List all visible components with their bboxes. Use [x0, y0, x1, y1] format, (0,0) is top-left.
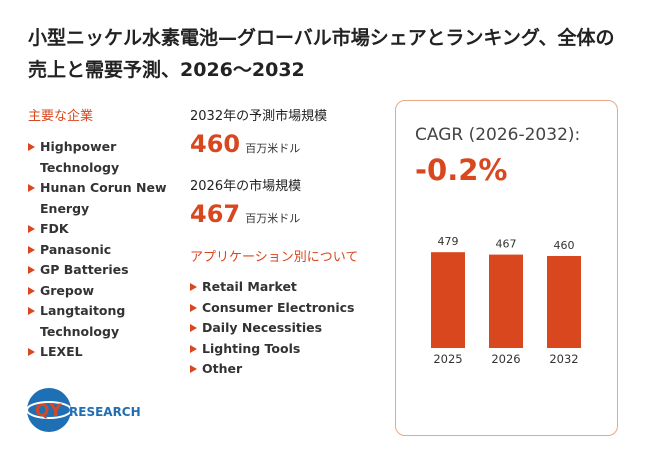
company-list: Highpower Technology Hunan Corun New Ener…: [28, 137, 178, 363]
chart-title: CAGR (2026-2032):: [415, 125, 580, 145]
unit: 百万米ドル: [245, 212, 301, 225]
logo: QY RESEARCH: [26, 388, 141, 432]
application-list: Retail Market Consumer Electronics Daily N…: [190, 277, 390, 380]
list-item: Highpower Technology: [28, 137, 178, 178]
list-item: Other: [190, 359, 390, 380]
x-tick-label: 2032: [549, 352, 578, 366]
list-item: Lighting Tools: [190, 339, 390, 360]
chart: CAGR (2026-2032): -0.2% 479 2025 467 2026 46…: [415, 125, 581, 366]
current-label: 2026年の市場規模: [190, 179, 302, 194]
x-tick-label: 2025: [433, 352, 462, 366]
x-tick-label: 2026: [491, 352, 520, 366]
list-item: LEXEL: [28, 342, 178, 363]
applications-heading: アプリケーション別について: [190, 250, 359, 265]
bar: [431, 252, 465, 348]
list-item: Panasonic: [28, 240, 178, 261]
list-item: Hunan Corun New Energy: [28, 178, 178, 219]
list-item: Langtaitong Technology: [28, 301, 178, 342]
logo-mark: QY: [35, 401, 62, 421]
unit: 百万米ドル: [245, 142, 301, 155]
cagr-panel: [395, 100, 618, 436]
list-item: FDK: [28, 219, 178, 240]
current: 467 百万米ドル: [190, 200, 300, 228]
list-item: Grepow: [28, 281, 178, 302]
list-item: Retail Market: [190, 277, 390, 298]
forecast: 460 百万米ドル: [190, 130, 300, 158]
bar: [547, 256, 581, 348]
title: 小型ニッケル水素電池—グローバル市場シェアとランキング、全体の売上と需要予測、2…: [28, 27, 615, 81]
list-item: GP Batteries: [28, 260, 178, 281]
forecast-value: 460: [190, 130, 241, 158]
value-label: 467: [496, 238, 517, 251]
bar: [489, 254, 523, 348]
chart-subtitle: -0.2%: [415, 153, 507, 187]
logo-orbit: [26, 401, 72, 419]
companies-heading: 主要な企業: [28, 109, 94, 124]
value-label: 479: [438, 235, 459, 248]
logo-globe: [27, 388, 71, 432]
logo-text: RESEARCH: [69, 405, 141, 419]
forecast-label: 2032年の予測市場規模: [190, 109, 328, 124]
value-label: 460: [554, 239, 575, 252]
list-item: Consumer Electronics: [190, 298, 390, 319]
current-value: 467: [190, 200, 241, 228]
list-item: Daily Necessities: [190, 318, 390, 339]
